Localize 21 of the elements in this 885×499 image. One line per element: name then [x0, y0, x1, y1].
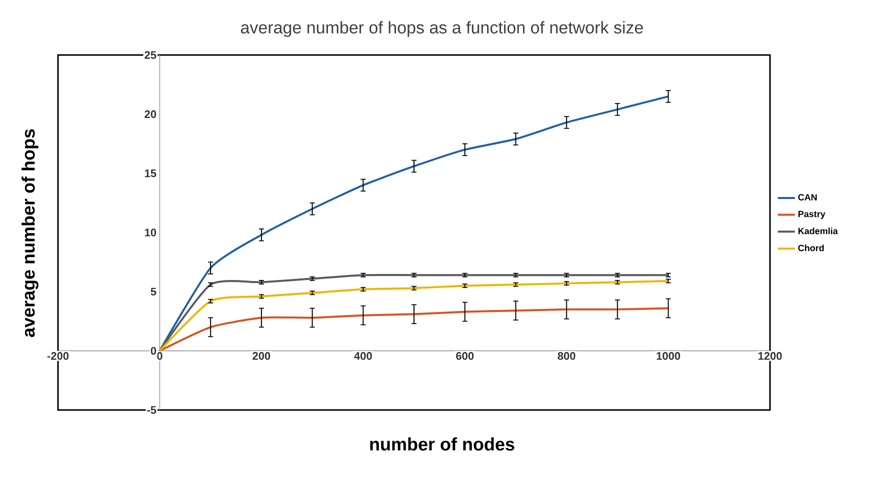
legend-label: Chord — [798, 244, 824, 252]
x-tick-label: 800 — [558, 352, 576, 360]
x-tick-label: 0 — [157, 352, 162, 360]
x-tick-label: 1000 — [656, 352, 680, 360]
legend-label: CAN — [798, 194, 817, 200]
y-tick-label: -5 — [147, 406, 156, 414]
y-tick-label: 25 — [144, 51, 156, 59]
y-axis-title: average number of hops — [22, 129, 38, 337]
y-tick-label: 15 — [144, 170, 156, 178]
legend-label: Pastry — [798, 210, 826, 219]
chart-title: average number of hops as a function of network size — [240, 21, 643, 37]
legend-label: Kademlia — [798, 228, 838, 234]
y-tick-label: 10 — [144, 228, 156, 236]
x-axis-title: number of nodes — [370, 437, 514, 451]
y-tick-label: 20 — [144, 110, 156, 118]
x-tick-label: 400 — [354, 352, 372, 360]
x-tick-label: 1200 — [758, 352, 782, 360]
x-tick-label: 600 — [456, 352, 474, 360]
x-tick-label: -200 — [47, 352, 69, 360]
x-tick-label: 200 — [252, 352, 270, 360]
y-tick-label: 5 — [150, 288, 156, 296]
